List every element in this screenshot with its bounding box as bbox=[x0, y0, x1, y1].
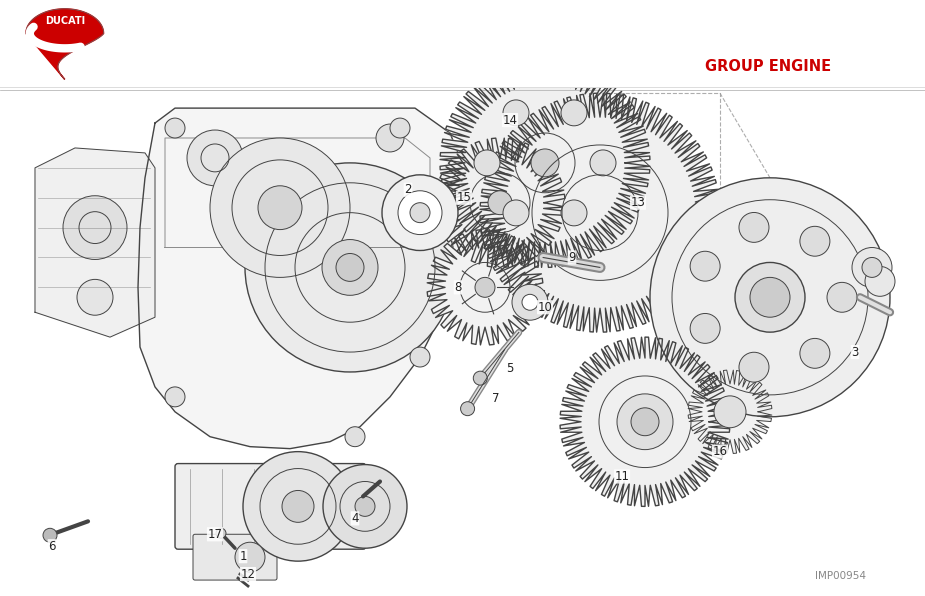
Text: 9: 9 bbox=[568, 251, 575, 264]
Text: 16: 16 bbox=[712, 445, 727, 458]
Circle shape bbox=[355, 496, 375, 516]
Circle shape bbox=[561, 200, 587, 226]
Text: 17: 17 bbox=[207, 528, 223, 541]
Circle shape bbox=[590, 150, 616, 176]
Circle shape bbox=[739, 212, 769, 243]
Text: 2: 2 bbox=[404, 183, 412, 196]
Text: 13: 13 bbox=[631, 196, 646, 209]
Text: 14: 14 bbox=[502, 114, 517, 126]
Text: 3: 3 bbox=[851, 346, 858, 359]
Circle shape bbox=[210, 138, 350, 277]
Circle shape bbox=[827, 283, 857, 312]
Text: 4: 4 bbox=[352, 512, 359, 525]
Circle shape bbox=[531, 149, 559, 177]
Text: GROUP ENGINE: GROUP ENGINE bbox=[705, 58, 831, 74]
Circle shape bbox=[216, 528, 226, 538]
Circle shape bbox=[650, 178, 890, 417]
Text: 6: 6 bbox=[48, 540, 55, 552]
Circle shape bbox=[461, 402, 475, 415]
Polygon shape bbox=[138, 108, 470, 449]
Circle shape bbox=[561, 100, 587, 126]
Circle shape bbox=[488, 191, 512, 215]
Circle shape bbox=[77, 280, 113, 315]
Text: 11: 11 bbox=[614, 470, 630, 483]
Text: 5: 5 bbox=[506, 362, 513, 375]
Text: 12: 12 bbox=[240, 567, 255, 581]
Circle shape bbox=[390, 118, 410, 138]
Circle shape bbox=[865, 266, 895, 296]
Text: DUCATI: DUCATI bbox=[44, 16, 85, 26]
Polygon shape bbox=[26, 9, 104, 79]
Circle shape bbox=[852, 247, 892, 287]
Circle shape bbox=[398, 191, 442, 235]
Polygon shape bbox=[435, 138, 565, 267]
Circle shape bbox=[258, 186, 302, 229]
Circle shape bbox=[410, 347, 430, 367]
Circle shape bbox=[512, 284, 548, 320]
Text: 8: 8 bbox=[454, 281, 462, 294]
Circle shape bbox=[690, 313, 721, 343]
Circle shape bbox=[739, 352, 769, 382]
Circle shape bbox=[522, 294, 538, 311]
Circle shape bbox=[165, 118, 185, 138]
Circle shape bbox=[243, 452, 353, 561]
Circle shape bbox=[187, 130, 243, 186]
Circle shape bbox=[345, 427, 365, 446]
Circle shape bbox=[475, 277, 495, 297]
FancyBboxPatch shape bbox=[175, 464, 366, 549]
Circle shape bbox=[474, 371, 487, 385]
Polygon shape bbox=[440, 58, 650, 268]
Circle shape bbox=[63, 195, 127, 259]
Circle shape bbox=[800, 339, 830, 368]
Circle shape bbox=[43, 528, 57, 542]
Circle shape bbox=[282, 491, 314, 522]
Circle shape bbox=[800, 226, 830, 256]
Text: 10: 10 bbox=[537, 301, 552, 313]
Circle shape bbox=[245, 163, 455, 372]
Circle shape bbox=[631, 408, 659, 436]
Circle shape bbox=[714, 396, 746, 428]
Text: 1: 1 bbox=[240, 550, 247, 563]
Text: DRAWING 012 - ELECTRIC STARTING AND IGNITION [MOD:XDIAVELS]: DRAWING 012 - ELECTRIC STARTING AND IGNI… bbox=[132, 21, 904, 41]
Circle shape bbox=[474, 150, 500, 176]
Circle shape bbox=[165, 387, 185, 407]
Circle shape bbox=[322, 240, 378, 295]
Text: 15: 15 bbox=[457, 191, 472, 204]
FancyBboxPatch shape bbox=[193, 534, 277, 580]
Polygon shape bbox=[688, 370, 771, 454]
Circle shape bbox=[410, 203, 430, 223]
Polygon shape bbox=[480, 93, 720, 332]
Circle shape bbox=[503, 100, 529, 126]
Circle shape bbox=[617, 394, 673, 449]
Circle shape bbox=[862, 257, 882, 277]
Circle shape bbox=[382, 175, 458, 250]
Circle shape bbox=[735, 262, 805, 332]
Polygon shape bbox=[427, 230, 543, 345]
Circle shape bbox=[376, 124, 404, 152]
Text: IMP00954: IMP00954 bbox=[815, 571, 866, 581]
Circle shape bbox=[690, 252, 721, 281]
Circle shape bbox=[336, 253, 364, 281]
Circle shape bbox=[503, 200, 529, 226]
Circle shape bbox=[750, 277, 790, 317]
Circle shape bbox=[235, 542, 265, 572]
Circle shape bbox=[323, 464, 407, 548]
Polygon shape bbox=[560, 337, 730, 507]
Text: 7: 7 bbox=[492, 392, 500, 405]
Polygon shape bbox=[35, 148, 155, 337]
